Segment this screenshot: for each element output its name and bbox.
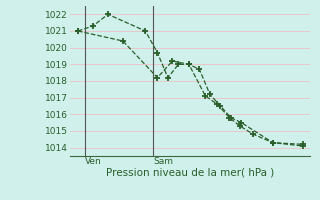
X-axis label: Pression niveau de la mer( hPa ): Pression niveau de la mer( hPa ): [106, 167, 275, 177]
Text: Ven: Ven: [85, 158, 102, 166]
Text: Sam: Sam: [153, 158, 173, 166]
